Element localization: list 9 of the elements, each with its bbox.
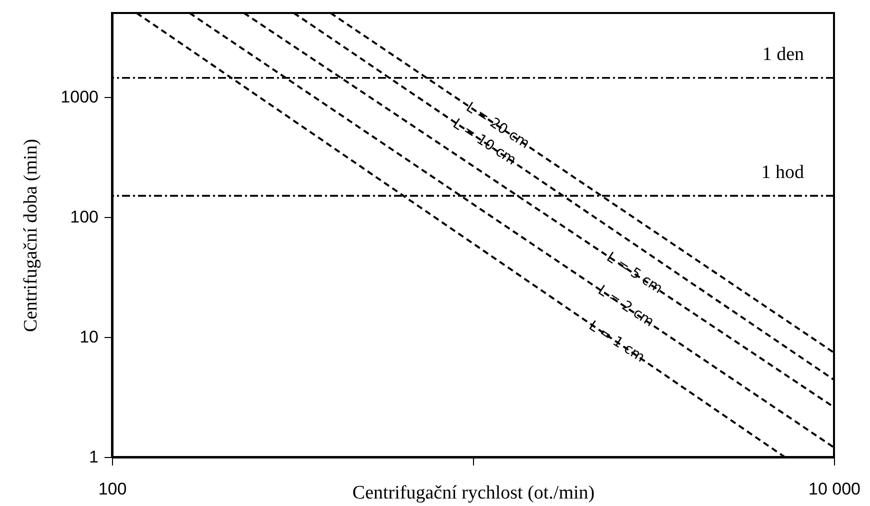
ref-line-label: 1 den bbox=[762, 44, 804, 65]
x-axis-title: Centrifugační rychlost (ot./min) bbox=[352, 482, 595, 504]
y-tick-label: 10 bbox=[80, 327, 98, 346]
y-axis-title: Centrifugační doba (min) bbox=[20, 138, 42, 332]
ref-line-label: 1 hod bbox=[761, 162, 804, 183]
x-tick-label: 10 000 bbox=[808, 480, 860, 498]
y-tick-label: 1 bbox=[89, 448, 98, 466]
y-tick-label: 1000 bbox=[60, 87, 98, 106]
y-tick-label: 100 bbox=[70, 207, 98, 226]
